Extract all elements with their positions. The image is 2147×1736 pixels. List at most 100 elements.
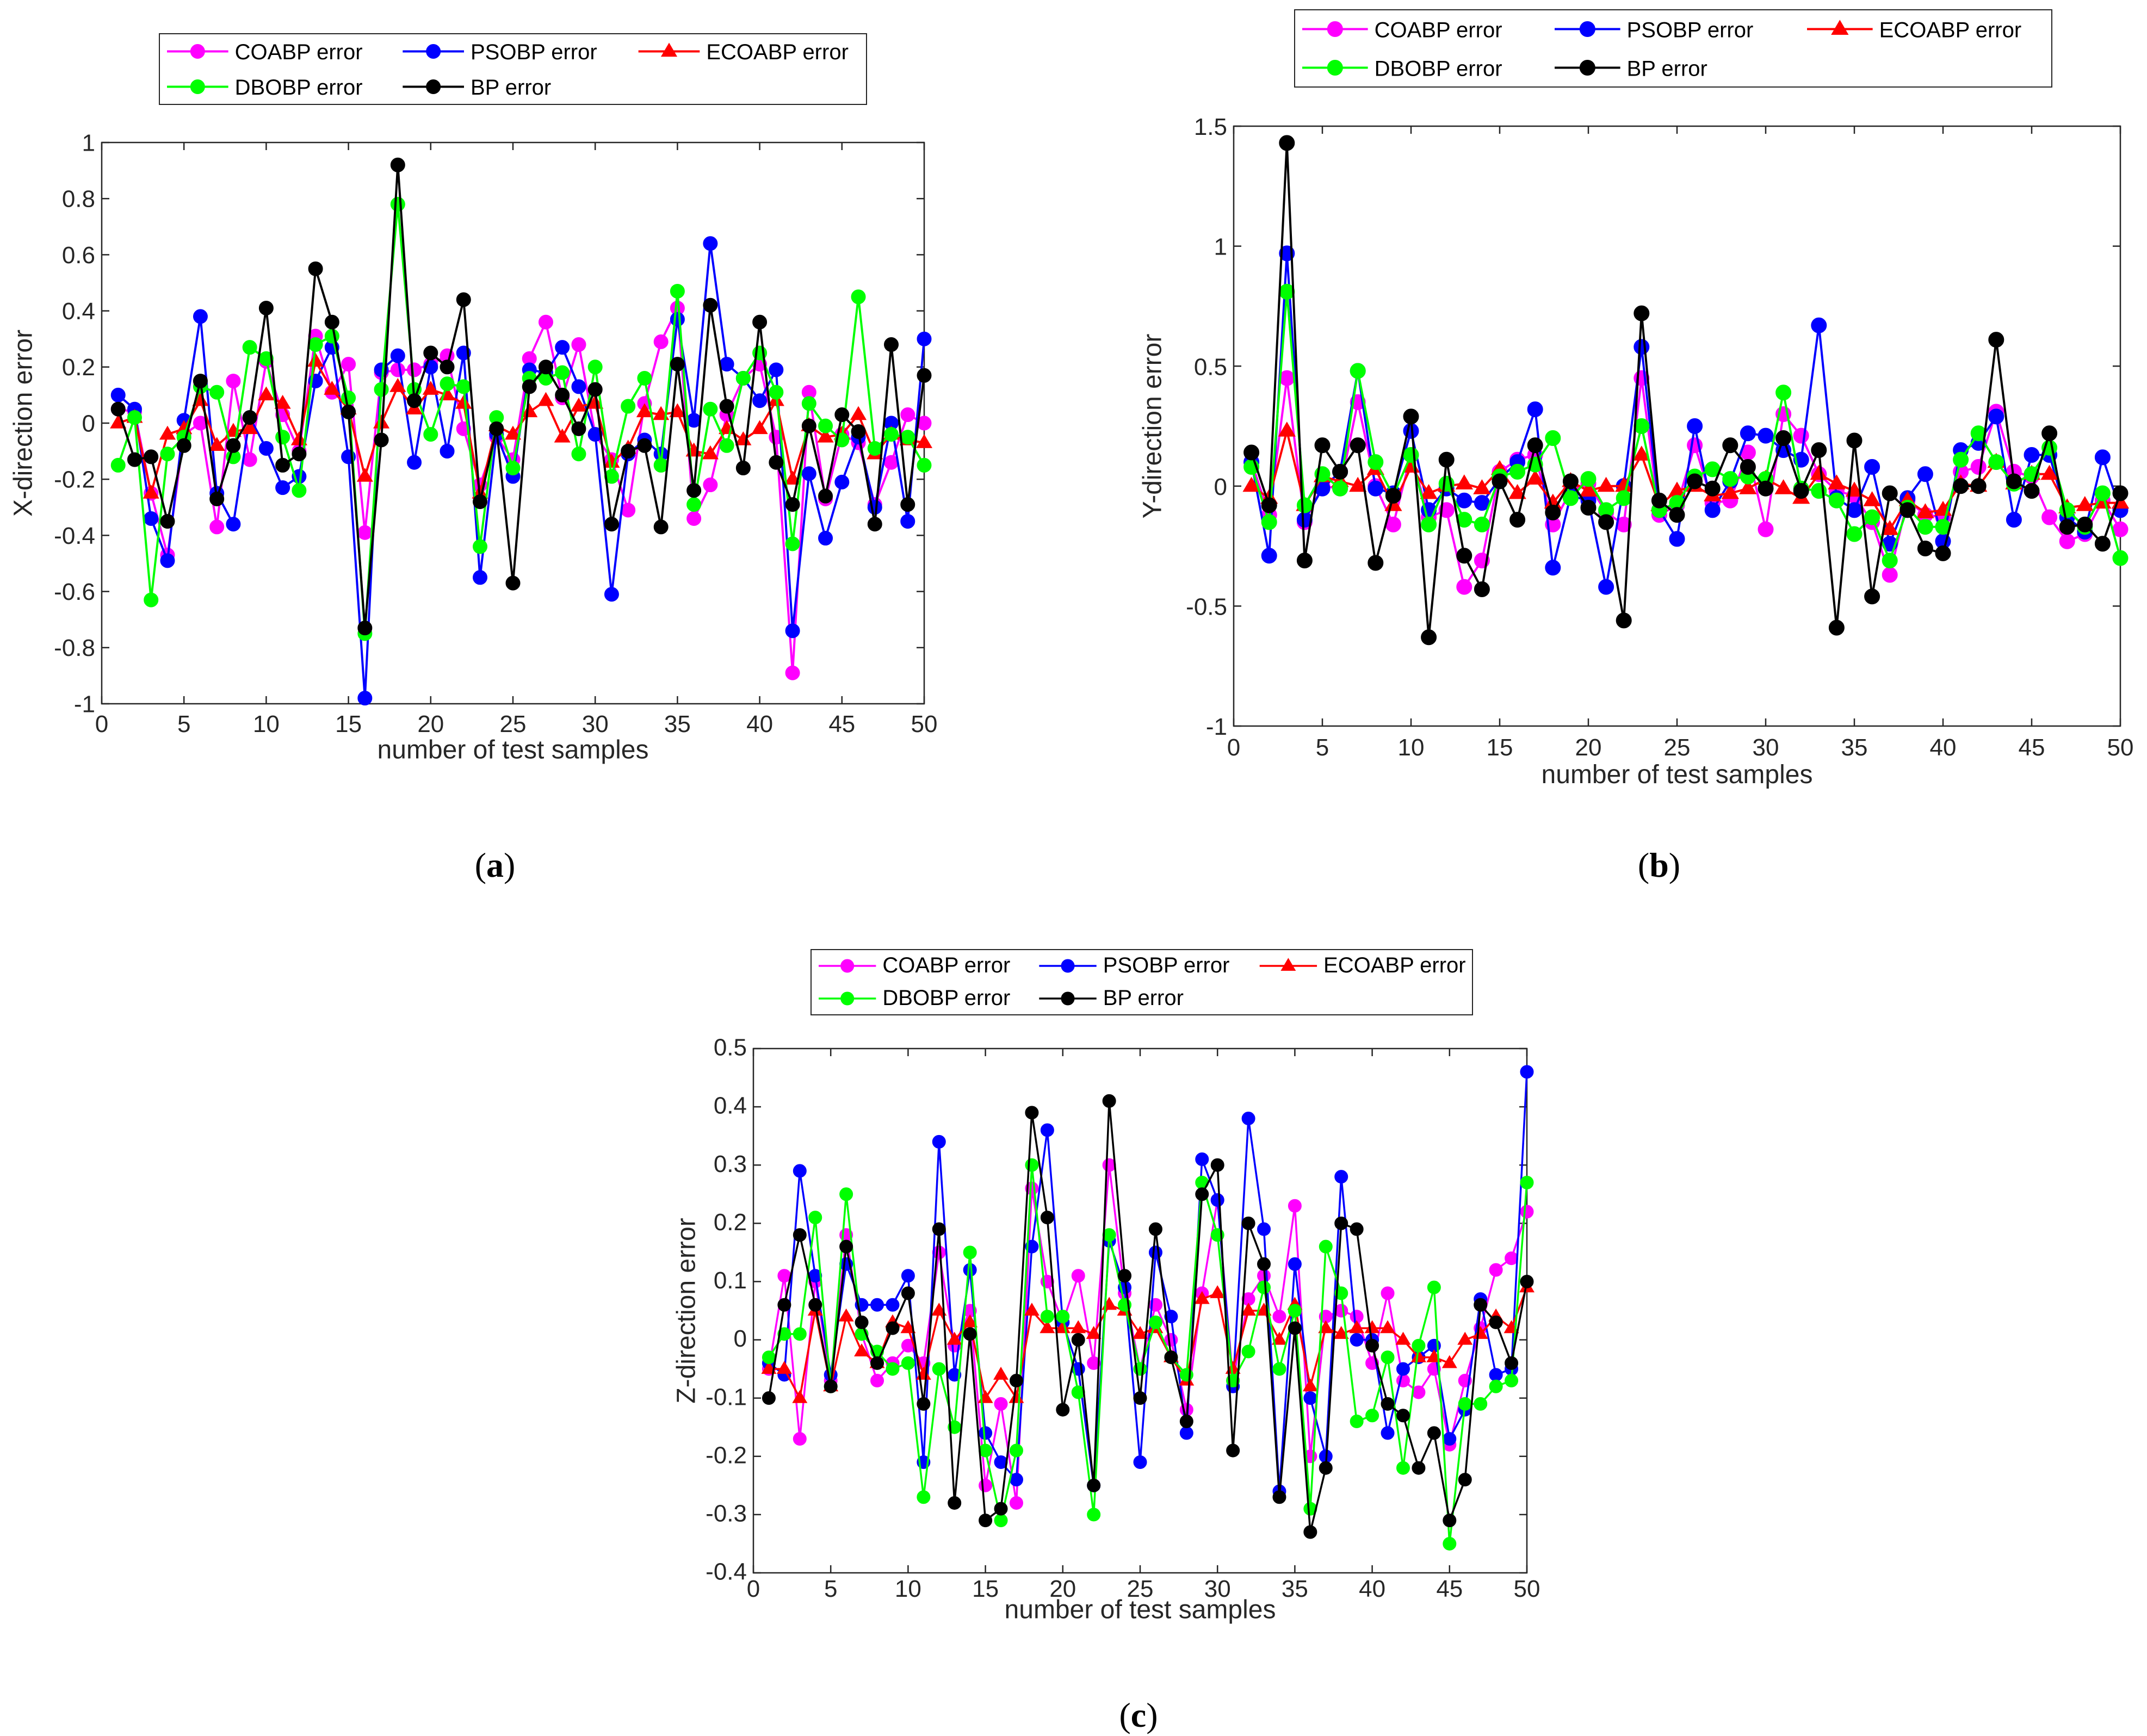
data-point	[1261, 497, 1277, 513]
data-point	[915, 434, 933, 448]
data-point	[604, 587, 619, 602]
x-tick-label: 0	[747, 1576, 760, 1602]
data-point	[670, 357, 685, 372]
data-point	[917, 331, 932, 346]
data-point	[1179, 1426, 1193, 1440]
legend-entry: PSOBP error	[1555, 18, 1753, 42]
legend-label: DBOBP error	[1375, 57, 1502, 81]
data-point	[193, 374, 208, 389]
data-point	[144, 449, 159, 464]
x-tick-label: 15	[1487, 734, 1513, 761]
x-tick-label: 10	[253, 711, 280, 737]
data-point	[719, 438, 734, 453]
data-point	[456, 292, 471, 307]
data-point	[1917, 519, 1933, 535]
data-point	[1882, 553, 1898, 569]
x-tick-label: 25	[1127, 1576, 1154, 1602]
data-point	[785, 623, 800, 638]
data-point	[1634, 305, 1650, 321]
data-point	[1148, 1315, 1162, 1329]
data-point	[1271, 1331, 1287, 1345]
data-point	[719, 399, 734, 414]
data-point	[994, 1514, 1008, 1528]
data-point	[886, 1321, 900, 1335]
y-tick-label: -1	[74, 691, 95, 717]
data-point	[571, 337, 586, 352]
data-point	[1456, 548, 1472, 564]
data-point	[308, 337, 323, 352]
y-tick-label: 0.6	[62, 242, 95, 269]
data-point	[143, 485, 159, 499]
data-point	[735, 461, 751, 476]
data-point	[1334, 1216, 1348, 1230]
data-point	[2112, 550, 2129, 566]
data-point	[1598, 579, 1614, 595]
y-tick-label: -0.2	[706, 1442, 747, 1468]
data-point	[867, 441, 882, 456]
y-tick-label: 0.4	[714, 1093, 747, 1119]
data-point	[1474, 516, 1490, 532]
data-point	[1935, 545, 1951, 561]
data-point	[226, 438, 241, 453]
data-point	[390, 157, 405, 172]
legend: COABP error PSOBP error ECOABP error DBOBP …	[810, 949, 1473, 1015]
data-point	[504, 425, 522, 440]
data-point	[2024, 447, 2040, 463]
data-point	[423, 345, 438, 361]
data-point	[1350, 1333, 1364, 1347]
data-point	[962, 1314, 978, 1328]
data-point	[1458, 1397, 1472, 1411]
data-point	[374, 382, 389, 397]
legend-entry: PSOBP error	[1039, 953, 1229, 977]
y-tick-label: -0.8	[54, 635, 95, 661]
data-point	[994, 1397, 1008, 1411]
data-point	[917, 457, 932, 473]
legend-marker	[1579, 60, 1595, 76]
data-point	[851, 289, 866, 305]
y-tick-label: 0.1	[714, 1267, 747, 1294]
data-point	[1133, 1326, 1148, 1339]
data-point	[917, 1397, 931, 1411]
data-point	[440, 444, 455, 459]
legend-marker	[1061, 959, 1075, 973]
data-point	[702, 445, 719, 460]
data-point	[1520, 1274, 1534, 1288]
x-axis-label: number of test samples	[1542, 760, 1813, 789]
series-bp-error	[1243, 135, 2129, 646]
data-point	[390, 362, 405, 377]
data-point	[851, 424, 866, 439]
legend-marker	[1579, 21, 1595, 37]
data-point	[2041, 425, 2058, 442]
data-point	[867, 517, 882, 532]
data-point	[1243, 444, 1260, 461]
data-point	[1474, 1298, 1488, 1312]
legend-entry: COABP error	[1302, 18, 1502, 42]
data-point	[1381, 1426, 1395, 1440]
data-point	[870, 1298, 884, 1312]
x-axis-label: number of test samples	[378, 736, 649, 765]
data-point	[1520, 1205, 1534, 1219]
data-point	[275, 480, 290, 495]
data-point	[818, 418, 833, 433]
data-point	[1257, 1257, 1271, 1271]
data-point	[1882, 567, 1898, 583]
data-point	[1580, 500, 1597, 516]
legend-label: DBOBP error	[882, 986, 1010, 1010]
x-tick-label: 35	[1282, 1576, 1308, 1602]
data-point	[587, 382, 603, 397]
data-point	[1056, 1310, 1070, 1324]
y-tick-label: -0.4	[706, 1559, 747, 1585]
data-point	[390, 197, 405, 212]
data-point	[1508, 483, 1526, 499]
y-tick-label: -0.2	[54, 467, 95, 493]
legend-entry: DBOBP error	[819, 986, 1010, 1010]
data-point	[1195, 1187, 1209, 1201]
data-point	[1793, 427, 1809, 444]
data-point	[1828, 474, 1846, 489]
data-point	[209, 491, 225, 506]
data-point	[127, 410, 142, 425]
y-tick-label: 0	[82, 410, 95, 437]
data-point	[456, 379, 471, 394]
data-point	[870, 1374, 884, 1388]
data-point	[1421, 629, 1437, 646]
